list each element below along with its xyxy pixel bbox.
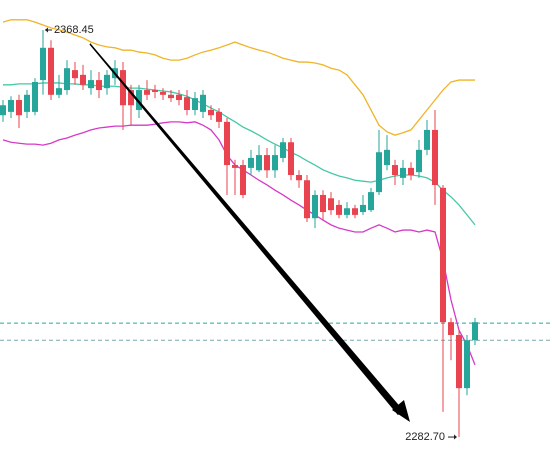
candle-body — [280, 142, 286, 158]
candle-body — [208, 109, 214, 116]
candle-body — [72, 70, 78, 79]
candle-body — [16, 100, 22, 116]
candle-body — [32, 81, 38, 112]
band-line — [3, 82, 476, 226]
candle-body — [136, 90, 142, 110]
candle-body — [128, 90, 134, 106]
candle-body — [80, 74, 86, 85]
drawn-arrow-head — [392, 400, 410, 422]
candle-body — [104, 74, 110, 89]
max-price-label: 2368.45 — [54, 24, 94, 36]
candle-body — [296, 175, 302, 181]
candle-body — [200, 94, 206, 112]
candle-body — [40, 47, 46, 81]
candle-body — [8, 100, 14, 112]
candle-body — [192, 98, 198, 110]
candle-body — [152, 90, 158, 92]
candle-body — [408, 167, 414, 176]
candle-body — [392, 165, 398, 176]
candle-body — [88, 80, 94, 89]
band-line — [2, 19, 475, 136]
candle-body — [368, 192, 374, 211]
candle-body — [96, 80, 102, 91]
candle-body — [24, 94, 30, 112]
candle-body — [424, 129, 430, 150]
min-price-label: 2282.70 — [405, 431, 445, 443]
candle-body — [64, 68, 70, 91]
candle-body — [376, 152, 382, 193]
candle-body — [168, 94, 174, 99]
candle-body — [56, 88, 62, 95]
candle-body — [352, 208, 358, 215]
candle-body — [240, 165, 246, 195]
candle-body — [432, 129, 438, 185]
candle-body — [384, 149, 390, 166]
candle-body — [400, 167, 406, 178]
candle-body — [120, 70, 126, 106]
candle-body — [272, 155, 278, 171]
label-pointer-head — [454, 434, 457, 440]
label-pointer-head — [45, 27, 48, 33]
candle-body — [336, 204, 342, 215]
candle-body — [472, 322, 478, 341]
candle-body — [416, 149, 422, 173]
candle-body — [440, 187, 446, 323]
candle-body — [224, 121, 230, 166]
candle-body — [176, 94, 182, 101]
candle-body — [264, 155, 270, 171]
candle-body — [448, 322, 454, 335]
candle-body — [144, 90, 150, 95]
candle-body — [320, 194, 326, 213]
candle-body — [48, 47, 54, 95]
candle-body — [464, 340, 470, 389]
candle-body — [304, 180, 310, 219]
candle-body — [360, 204, 366, 213]
candle-body — [184, 97, 190, 110]
band-line — [2, 121, 476, 366]
candle-body — [0, 105, 6, 116]
drawn-trend-arrow — [89, 43, 404, 416]
candle-body — [248, 157, 254, 168]
candle-body — [232, 165, 238, 168]
candle-body — [256, 155, 262, 171]
candle-body — [160, 91, 166, 95]
candle-body — [328, 198, 334, 211]
candle-body — [288, 142, 294, 176]
candle-body — [312, 194, 318, 219]
candle-body — [344, 208, 350, 215]
candle-body — [216, 111, 222, 122]
candle-body — [456, 334, 462, 389]
plot: 2368.45 2282.70 — [0, 19, 552, 443]
